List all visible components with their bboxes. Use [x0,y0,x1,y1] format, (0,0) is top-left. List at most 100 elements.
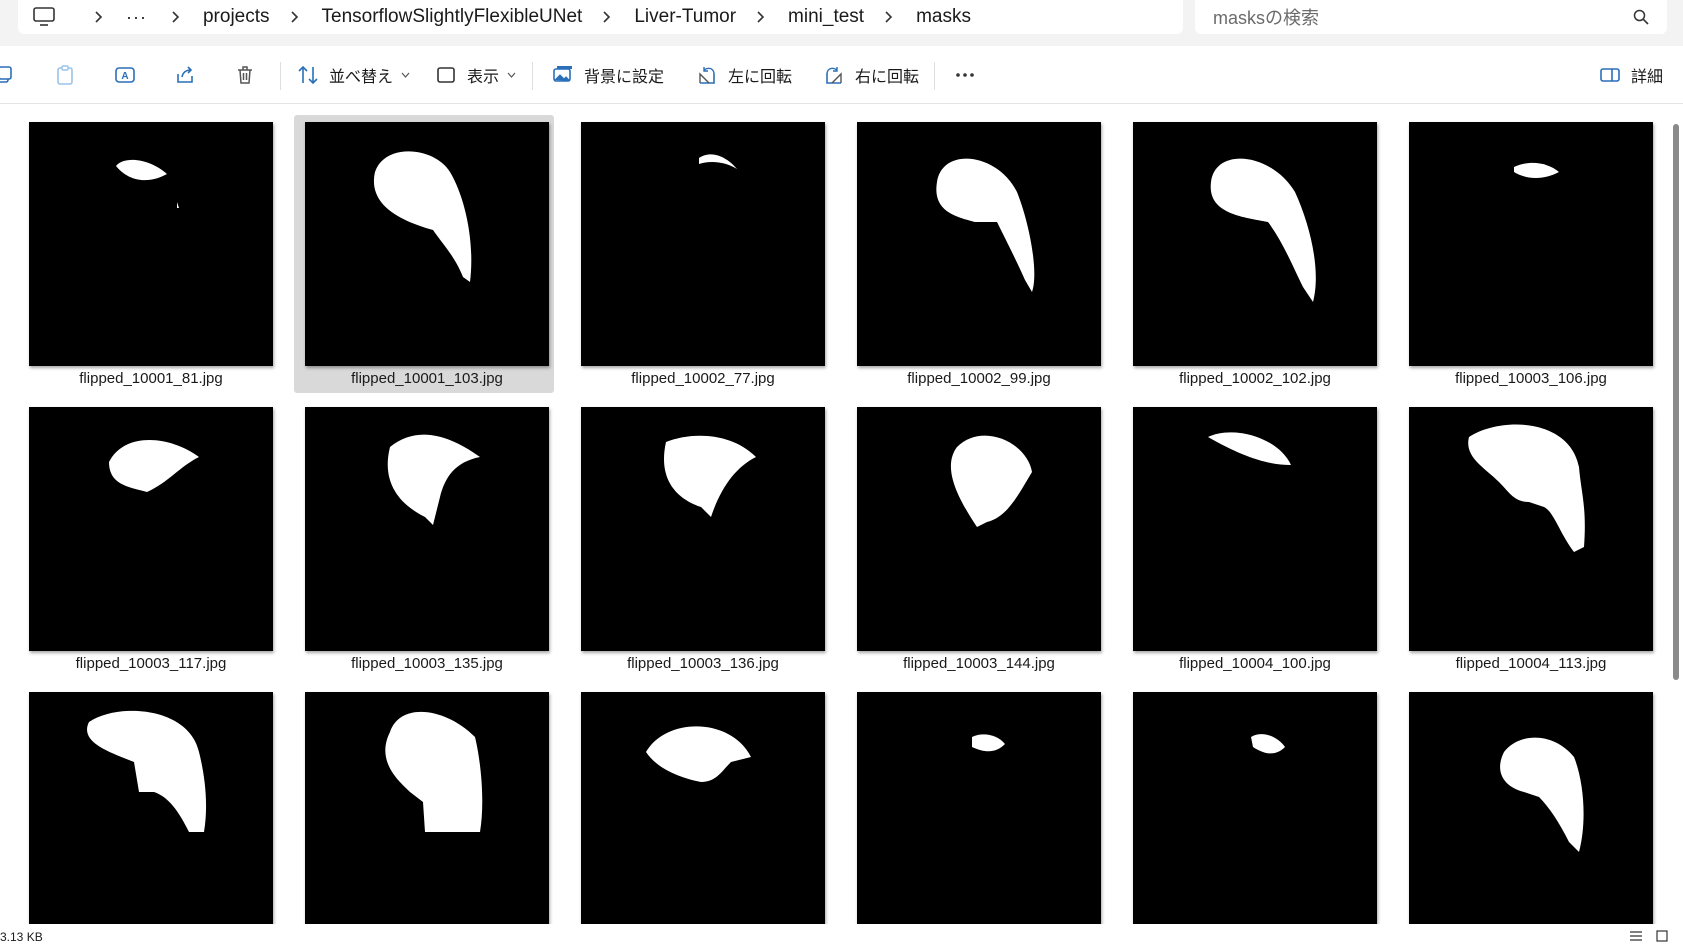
file-view[interactable]: flipped_10001_81.jpg flipped_10001_103.jp… [0,104,1683,924]
copy-button[interactable] [0,60,22,90]
svg-text:A: A [121,71,128,82]
breadcrumb-item-mini-test[interactable]: mini_test [788,6,865,27]
share-button[interactable] [174,60,196,90]
chevron-down-icon [507,72,516,78]
breadcrumb[interactable]: ··· projects TensorflowSlightlyFlexibleU… [18,0,1183,34]
share-icon [177,66,193,83]
file-name: flipped_10003_135.jpg [351,655,503,672]
file-item[interactable] [570,685,830,924]
file-item[interactable] [1122,685,1382,924]
chevron-right-icon [885,11,893,23]
sort-icon [298,65,318,85]
file-thumbnail [29,407,273,651]
rotate-left-button[interactable]: 左に回転 [696,60,792,90]
copy-icon [0,66,12,83]
file-thumbnail [581,407,825,651]
file-item[interactable]: flipped_10001_103.jpg [294,115,554,393]
file-item[interactable]: flipped_10002_99.jpg [846,115,1106,393]
file-thumbnail [1133,407,1377,651]
toolbar-divider [280,62,281,90]
file-item[interactable] [18,685,278,924]
paste-button[interactable] [54,60,76,90]
file-name: flipped_10002_77.jpg [631,370,775,387]
file-item[interactable] [846,685,1106,924]
rotate-left-icon [699,67,715,84]
more-icon [956,73,974,77]
rotate-right-icon [826,67,842,84]
chevron-right-icon [95,11,103,23]
file-thumbnail [305,692,549,924]
sort-button[interactable]: 並べ替え [297,60,410,90]
file-item[interactable] [1398,685,1658,924]
wallpaper-icon [553,66,572,82]
clipboard-icon [57,65,73,85]
file-thumbnail [29,122,273,366]
view-button[interactable]: 表示 [435,60,516,90]
file-thumbnail [581,692,825,924]
more-options-button[interactable] [954,60,976,90]
breadcrumb-item-projects[interactable]: projects [202,6,270,27]
file-name: flipped_10003_106.jpg [1455,370,1607,387]
breadcrumb-overflow-button[interactable]: ··· [126,6,147,27]
set-background-label: 背景に設定 [584,69,665,86]
status-selection-size: 3.13 KB [0,930,43,944]
toolbar-divider [934,62,935,90]
file-thumbnail [305,407,549,651]
file-item[interactable]: flipped_10003_106.jpg [1398,115,1658,393]
status-bar: 3.13 KB [0,924,1683,944]
large-icons-view-icon[interactable] [1655,930,1669,942]
search-box[interactable]: masksの検索 [1195,0,1667,34]
search-icon[interactable] [1633,9,1649,25]
chevron-right-icon [290,11,298,23]
file-item[interactable]: flipped_10002_77.jpg [570,115,830,393]
rotate-right-button[interactable]: 右に回転 [823,60,919,90]
file-item[interactable]: flipped_10001_81.jpg [18,115,278,393]
search-input[interactable]: masksの検索 [1213,8,1320,28]
file-item[interactable]: flipped_10003_135.jpg [294,400,554,678]
file-name: flipped_10001_81.jpg [79,370,223,387]
file-thumbnail [29,692,273,924]
details-view-icon[interactable] [1629,930,1643,942]
file-name: flipped_10001_103.jpg [351,370,503,387]
file-name: flipped_10002_99.jpg [907,370,1051,387]
rotate-left-label: 左に回転 [728,69,793,86]
file-item[interactable]: flipped_10003_144.jpg [846,400,1106,678]
view-label: 表示 [467,69,500,86]
trash-icon [238,66,252,84]
this-pc-icon[interactable] [32,7,56,27]
file-thumbnail [1409,407,1653,651]
set-as-background-button[interactable]: 背景に設定 [552,60,664,90]
chevron-down-icon [401,72,410,78]
file-item[interactable]: flipped_10003_117.jpg [18,400,278,678]
file-item[interactable] [294,685,554,924]
breadcrumb-item-tensorflow[interactable]: TensorflowSlightlyFlexibleUNet [321,6,583,27]
file-thumbnail [1133,692,1377,924]
chevron-right-icon [172,11,180,23]
file-thumbnail [857,407,1101,651]
vertical-scrollbar[interactable] [1673,124,1679,680]
file-thumbnail [857,692,1101,924]
file-thumbnail [1409,122,1653,366]
file-name: flipped_10003_117.jpg [75,655,227,672]
file-name: flipped_10004_100.jpg [1179,655,1331,672]
delete-button[interactable] [234,60,256,90]
details-label: 詳細 [1631,69,1664,86]
rename-icon: A [115,67,135,83]
file-name: flipped_10003_136.jpg [627,655,779,672]
breadcrumb-item-liver-tumor[interactable]: Liver-Tumor [634,6,737,27]
details-button[interactable]: 詳細 [1599,60,1663,90]
file-item[interactable]: flipped_10002_102.jpg [1122,115,1382,393]
chevron-right-icon [757,11,765,23]
rename-button[interactable]: A [114,60,136,90]
view-icon [437,67,455,83]
breadcrumb-item-masks[interactable]: masks [916,6,971,27]
rotate-right-label: 右に回転 [855,69,920,86]
file-thumbnail [305,122,549,366]
file-item[interactable]: flipped_10003_136.jpg [570,400,830,678]
file-thumbnail [1133,122,1377,366]
details-pane-icon [1600,68,1620,82]
file-name: flipped_10003_144.jpg [903,655,1055,672]
file-item[interactable]: flipped_10004_100.jpg [1122,400,1382,678]
file-item[interactable]: flipped_10004_113.jpg [1398,400,1658,678]
file-name: flipped_10002_102.jpg [1179,370,1331,387]
